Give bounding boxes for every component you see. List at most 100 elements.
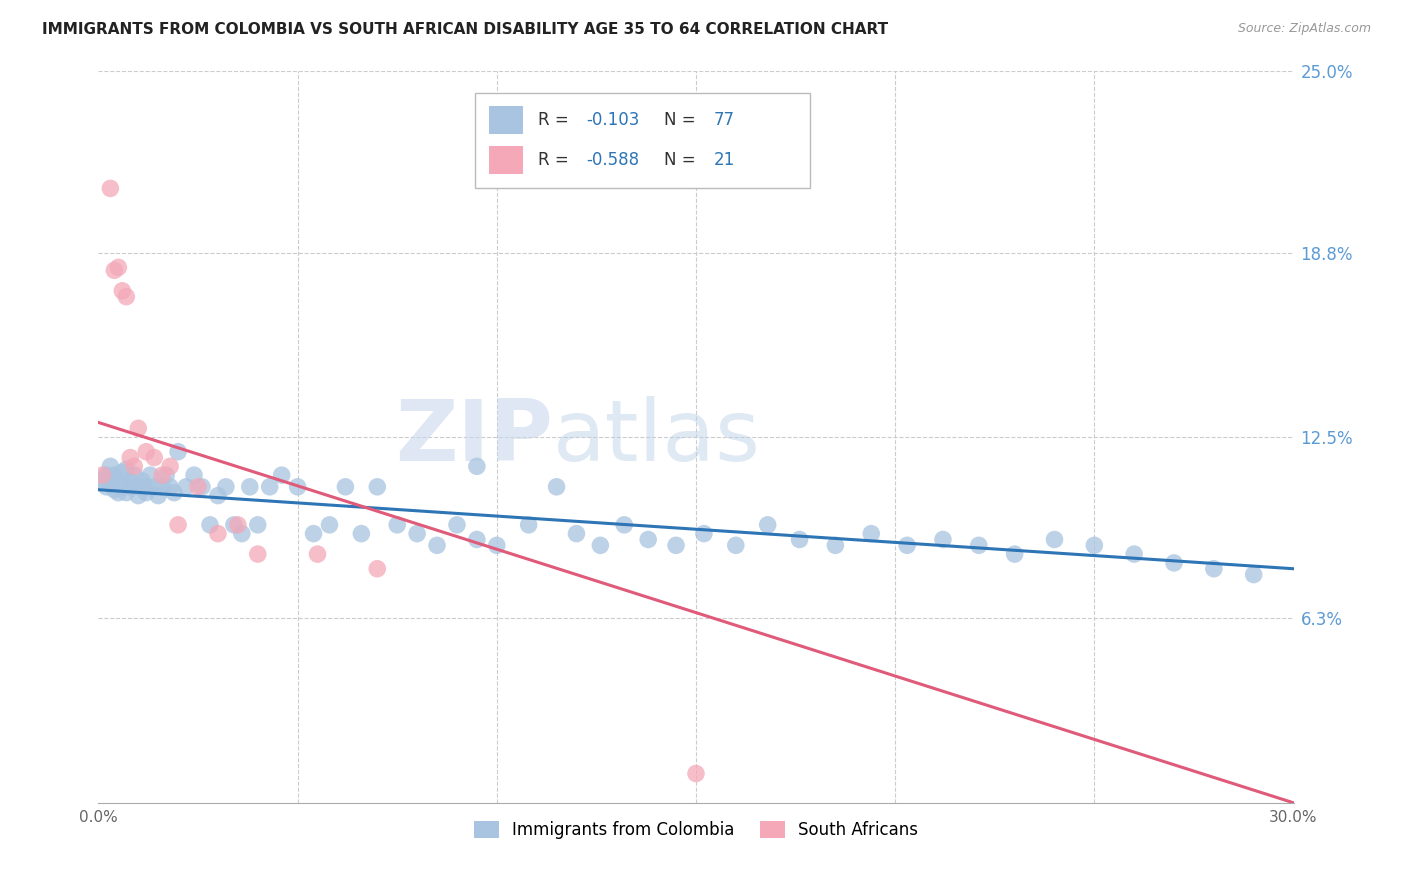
Point: [1243, 567, 1265, 582]
Point: [724, 538, 747, 552]
Point: [167, 444, 190, 458]
Point: [932, 533, 955, 547]
Point: [207, 526, 229, 541]
Point: [135, 444, 157, 458]
Point: [159, 480, 181, 494]
Point: [98, 181, 122, 195]
Point: [135, 485, 157, 500]
Point: [120, 474, 142, 488]
Point: [127, 421, 149, 435]
Text: N =: N =: [664, 112, 700, 129]
Point: [1123, 547, 1146, 561]
Point: [685, 766, 707, 780]
Point: [159, 459, 181, 474]
Point: [246, 547, 269, 561]
Point: [287, 480, 309, 494]
Text: Source: ZipAtlas.com: Source: ZipAtlas.com: [1237, 22, 1371, 36]
Text: 21: 21: [714, 151, 735, 169]
Point: [131, 474, 153, 488]
Text: R =: R =: [538, 151, 574, 169]
Point: [1163, 556, 1185, 570]
Point: [1004, 547, 1026, 561]
Point: [135, 480, 157, 494]
Point: [693, 526, 716, 541]
Point: [665, 538, 688, 552]
Point: [127, 480, 149, 494]
Point: [111, 465, 134, 479]
Point: [143, 480, 166, 494]
Point: [96, 468, 118, 483]
Point: [465, 533, 488, 547]
Point: [107, 260, 129, 275]
Text: 77: 77: [714, 112, 735, 129]
Point: [143, 450, 166, 465]
Point: [565, 526, 588, 541]
Point: [150, 480, 173, 494]
Point: [385, 517, 409, 532]
Point: [111, 480, 134, 494]
Point: [406, 526, 429, 541]
Point: [824, 538, 846, 552]
Point: [446, 517, 468, 532]
Point: [115, 290, 138, 304]
Point: [426, 538, 449, 552]
Point: [270, 468, 292, 483]
Point: [465, 459, 488, 474]
Point: [637, 533, 659, 547]
Point: [222, 517, 245, 532]
Point: [517, 517, 540, 532]
Point: [139, 468, 162, 483]
Point: [127, 489, 149, 503]
Point: [103, 483, 125, 497]
Point: [231, 526, 253, 541]
Point: [115, 485, 138, 500]
Point: [124, 468, 146, 483]
Point: [239, 480, 262, 494]
Point: [789, 533, 811, 547]
Point: [896, 538, 918, 552]
Text: R =: R =: [538, 112, 574, 129]
Point: [183, 468, 205, 483]
Point: [98, 476, 122, 491]
Point: [91, 474, 114, 488]
Point: [860, 526, 883, 541]
Point: [103, 468, 125, 483]
Text: N =: N =: [664, 151, 700, 169]
Text: -0.588: -0.588: [586, 151, 640, 169]
Text: IMMIGRANTS FROM COLOMBIA VS SOUTH AFRICAN DISABILITY AGE 35 TO 64 CORRELATION CH: IMMIGRANTS FROM COLOMBIA VS SOUTH AFRICA…: [42, 22, 889, 37]
Point: [226, 517, 249, 532]
Point: [318, 517, 340, 532]
Point: [120, 480, 142, 494]
Point: [589, 538, 612, 552]
Point: [967, 538, 990, 552]
Point: [107, 474, 129, 488]
Point: [191, 480, 214, 494]
Legend: Immigrants from Colombia, South Africans: Immigrants from Colombia, South Africans: [467, 814, 925, 846]
Point: [98, 459, 122, 474]
Point: [1043, 533, 1066, 547]
Bar: [489, 106, 523, 135]
Point: [107, 485, 129, 500]
Point: [366, 562, 388, 576]
Point: [150, 468, 173, 483]
Text: atlas: atlas: [553, 395, 761, 479]
Point: [111, 284, 134, 298]
Point: [246, 517, 269, 532]
Point: [148, 489, 170, 503]
Point: [187, 480, 209, 494]
Point: [307, 547, 329, 561]
Point: [167, 517, 190, 532]
Bar: [489, 146, 523, 174]
Point: [96, 480, 118, 494]
Text: -0.103: -0.103: [586, 112, 640, 129]
Point: [613, 517, 636, 532]
Point: [163, 485, 186, 500]
FancyBboxPatch shape: [475, 94, 810, 188]
Point: [120, 450, 142, 465]
Point: [1083, 538, 1105, 552]
Point: [124, 459, 146, 474]
Point: [302, 526, 325, 541]
Point: [91, 468, 114, 483]
Point: [366, 480, 388, 494]
Point: [198, 517, 221, 532]
